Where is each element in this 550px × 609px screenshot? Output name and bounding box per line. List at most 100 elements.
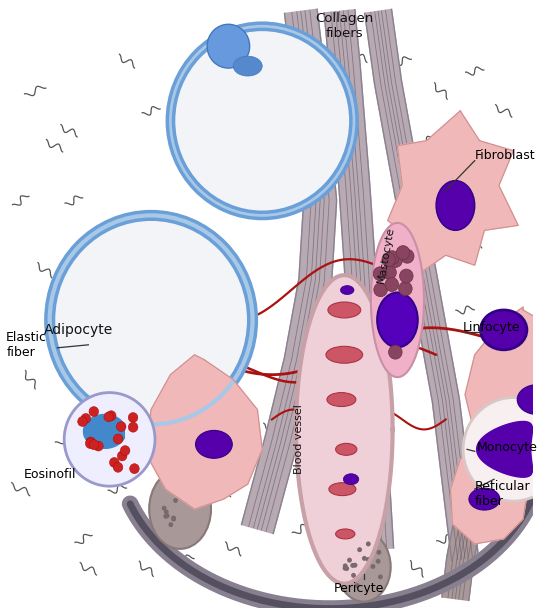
Polygon shape [146, 355, 262, 509]
Ellipse shape [469, 488, 500, 510]
Circle shape [164, 509, 169, 515]
Polygon shape [450, 442, 528, 544]
Text: Monocyte: Monocyte [477, 441, 537, 454]
Ellipse shape [343, 474, 359, 485]
Text: Elastic
fiber: Elastic fiber [6, 331, 47, 359]
Circle shape [389, 345, 402, 359]
Text: Pericyte: Pericyte [334, 582, 384, 595]
Polygon shape [365, 9, 478, 560]
Circle shape [113, 434, 123, 444]
Text: Reticular
fiber: Reticular fiber [475, 480, 530, 508]
Text: Linfocyte: Linfocyte [463, 322, 521, 334]
Circle shape [184, 485, 189, 490]
Circle shape [120, 446, 130, 456]
Circle shape [351, 573, 356, 578]
Circle shape [383, 266, 397, 280]
Circle shape [50, 216, 252, 424]
Ellipse shape [337, 532, 390, 602]
Circle shape [113, 462, 123, 472]
Ellipse shape [326, 347, 362, 363]
Circle shape [378, 574, 383, 579]
Circle shape [128, 412, 138, 423]
Circle shape [117, 451, 127, 461]
Ellipse shape [336, 529, 355, 539]
Polygon shape [84, 415, 124, 448]
Circle shape [130, 463, 139, 474]
Ellipse shape [196, 431, 232, 459]
Circle shape [162, 505, 167, 511]
Circle shape [357, 547, 362, 552]
Ellipse shape [517, 385, 550, 415]
Polygon shape [442, 354, 536, 600]
Polygon shape [477, 421, 532, 477]
Circle shape [366, 541, 371, 546]
Ellipse shape [336, 443, 357, 456]
Text: Adipocyte: Adipocyte [44, 323, 113, 337]
Polygon shape [388, 111, 518, 275]
Circle shape [399, 282, 412, 295]
Circle shape [173, 498, 178, 503]
Circle shape [371, 564, 375, 569]
Ellipse shape [233, 56, 262, 76]
Ellipse shape [481, 310, 527, 350]
Text: Blood vessel: Blood vessel [294, 404, 304, 474]
Circle shape [64, 393, 155, 486]
Polygon shape [465, 307, 550, 464]
Circle shape [109, 457, 119, 468]
Circle shape [386, 251, 399, 265]
Circle shape [104, 412, 114, 422]
Circle shape [171, 515, 176, 521]
Circle shape [374, 283, 387, 297]
Text: Collagen
fibers: Collagen fibers [315, 12, 373, 40]
Ellipse shape [436, 180, 475, 230]
Circle shape [396, 245, 410, 259]
Circle shape [400, 249, 414, 263]
Circle shape [117, 421, 126, 432]
Circle shape [382, 253, 395, 267]
Circle shape [192, 499, 197, 504]
Circle shape [85, 438, 95, 448]
Circle shape [353, 563, 358, 568]
Circle shape [190, 496, 195, 501]
Circle shape [350, 563, 355, 568]
Ellipse shape [327, 393, 356, 407]
Circle shape [172, 490, 177, 495]
Circle shape [376, 559, 381, 564]
Polygon shape [371, 223, 424, 377]
Circle shape [385, 278, 399, 292]
Circle shape [377, 550, 381, 555]
Polygon shape [324, 10, 394, 550]
Circle shape [194, 494, 199, 499]
Circle shape [89, 440, 99, 449]
Circle shape [170, 26, 354, 216]
Circle shape [347, 558, 352, 563]
Circle shape [171, 516, 176, 522]
Circle shape [344, 566, 349, 571]
Circle shape [463, 398, 550, 501]
Circle shape [86, 437, 96, 447]
Circle shape [165, 513, 169, 518]
Circle shape [81, 414, 91, 423]
Circle shape [163, 514, 168, 519]
Circle shape [343, 563, 348, 568]
Text: Fibroblast: Fibroblast [475, 149, 535, 162]
Polygon shape [296, 275, 393, 583]
Circle shape [78, 417, 87, 426]
Circle shape [389, 253, 403, 267]
Circle shape [128, 422, 138, 432]
Circle shape [343, 566, 348, 571]
Circle shape [399, 269, 413, 283]
Ellipse shape [340, 286, 354, 295]
Text: Eosinofil: Eosinofil [24, 468, 76, 481]
Circle shape [355, 583, 359, 588]
Circle shape [373, 267, 387, 281]
Circle shape [207, 24, 250, 68]
Ellipse shape [329, 483, 356, 496]
Circle shape [89, 407, 98, 417]
Circle shape [106, 410, 116, 421]
Ellipse shape [377, 292, 418, 347]
Text: Mastocyte: Mastocyte [376, 226, 396, 284]
Ellipse shape [149, 470, 211, 549]
Ellipse shape [328, 302, 361, 318]
Polygon shape [241, 9, 337, 533]
